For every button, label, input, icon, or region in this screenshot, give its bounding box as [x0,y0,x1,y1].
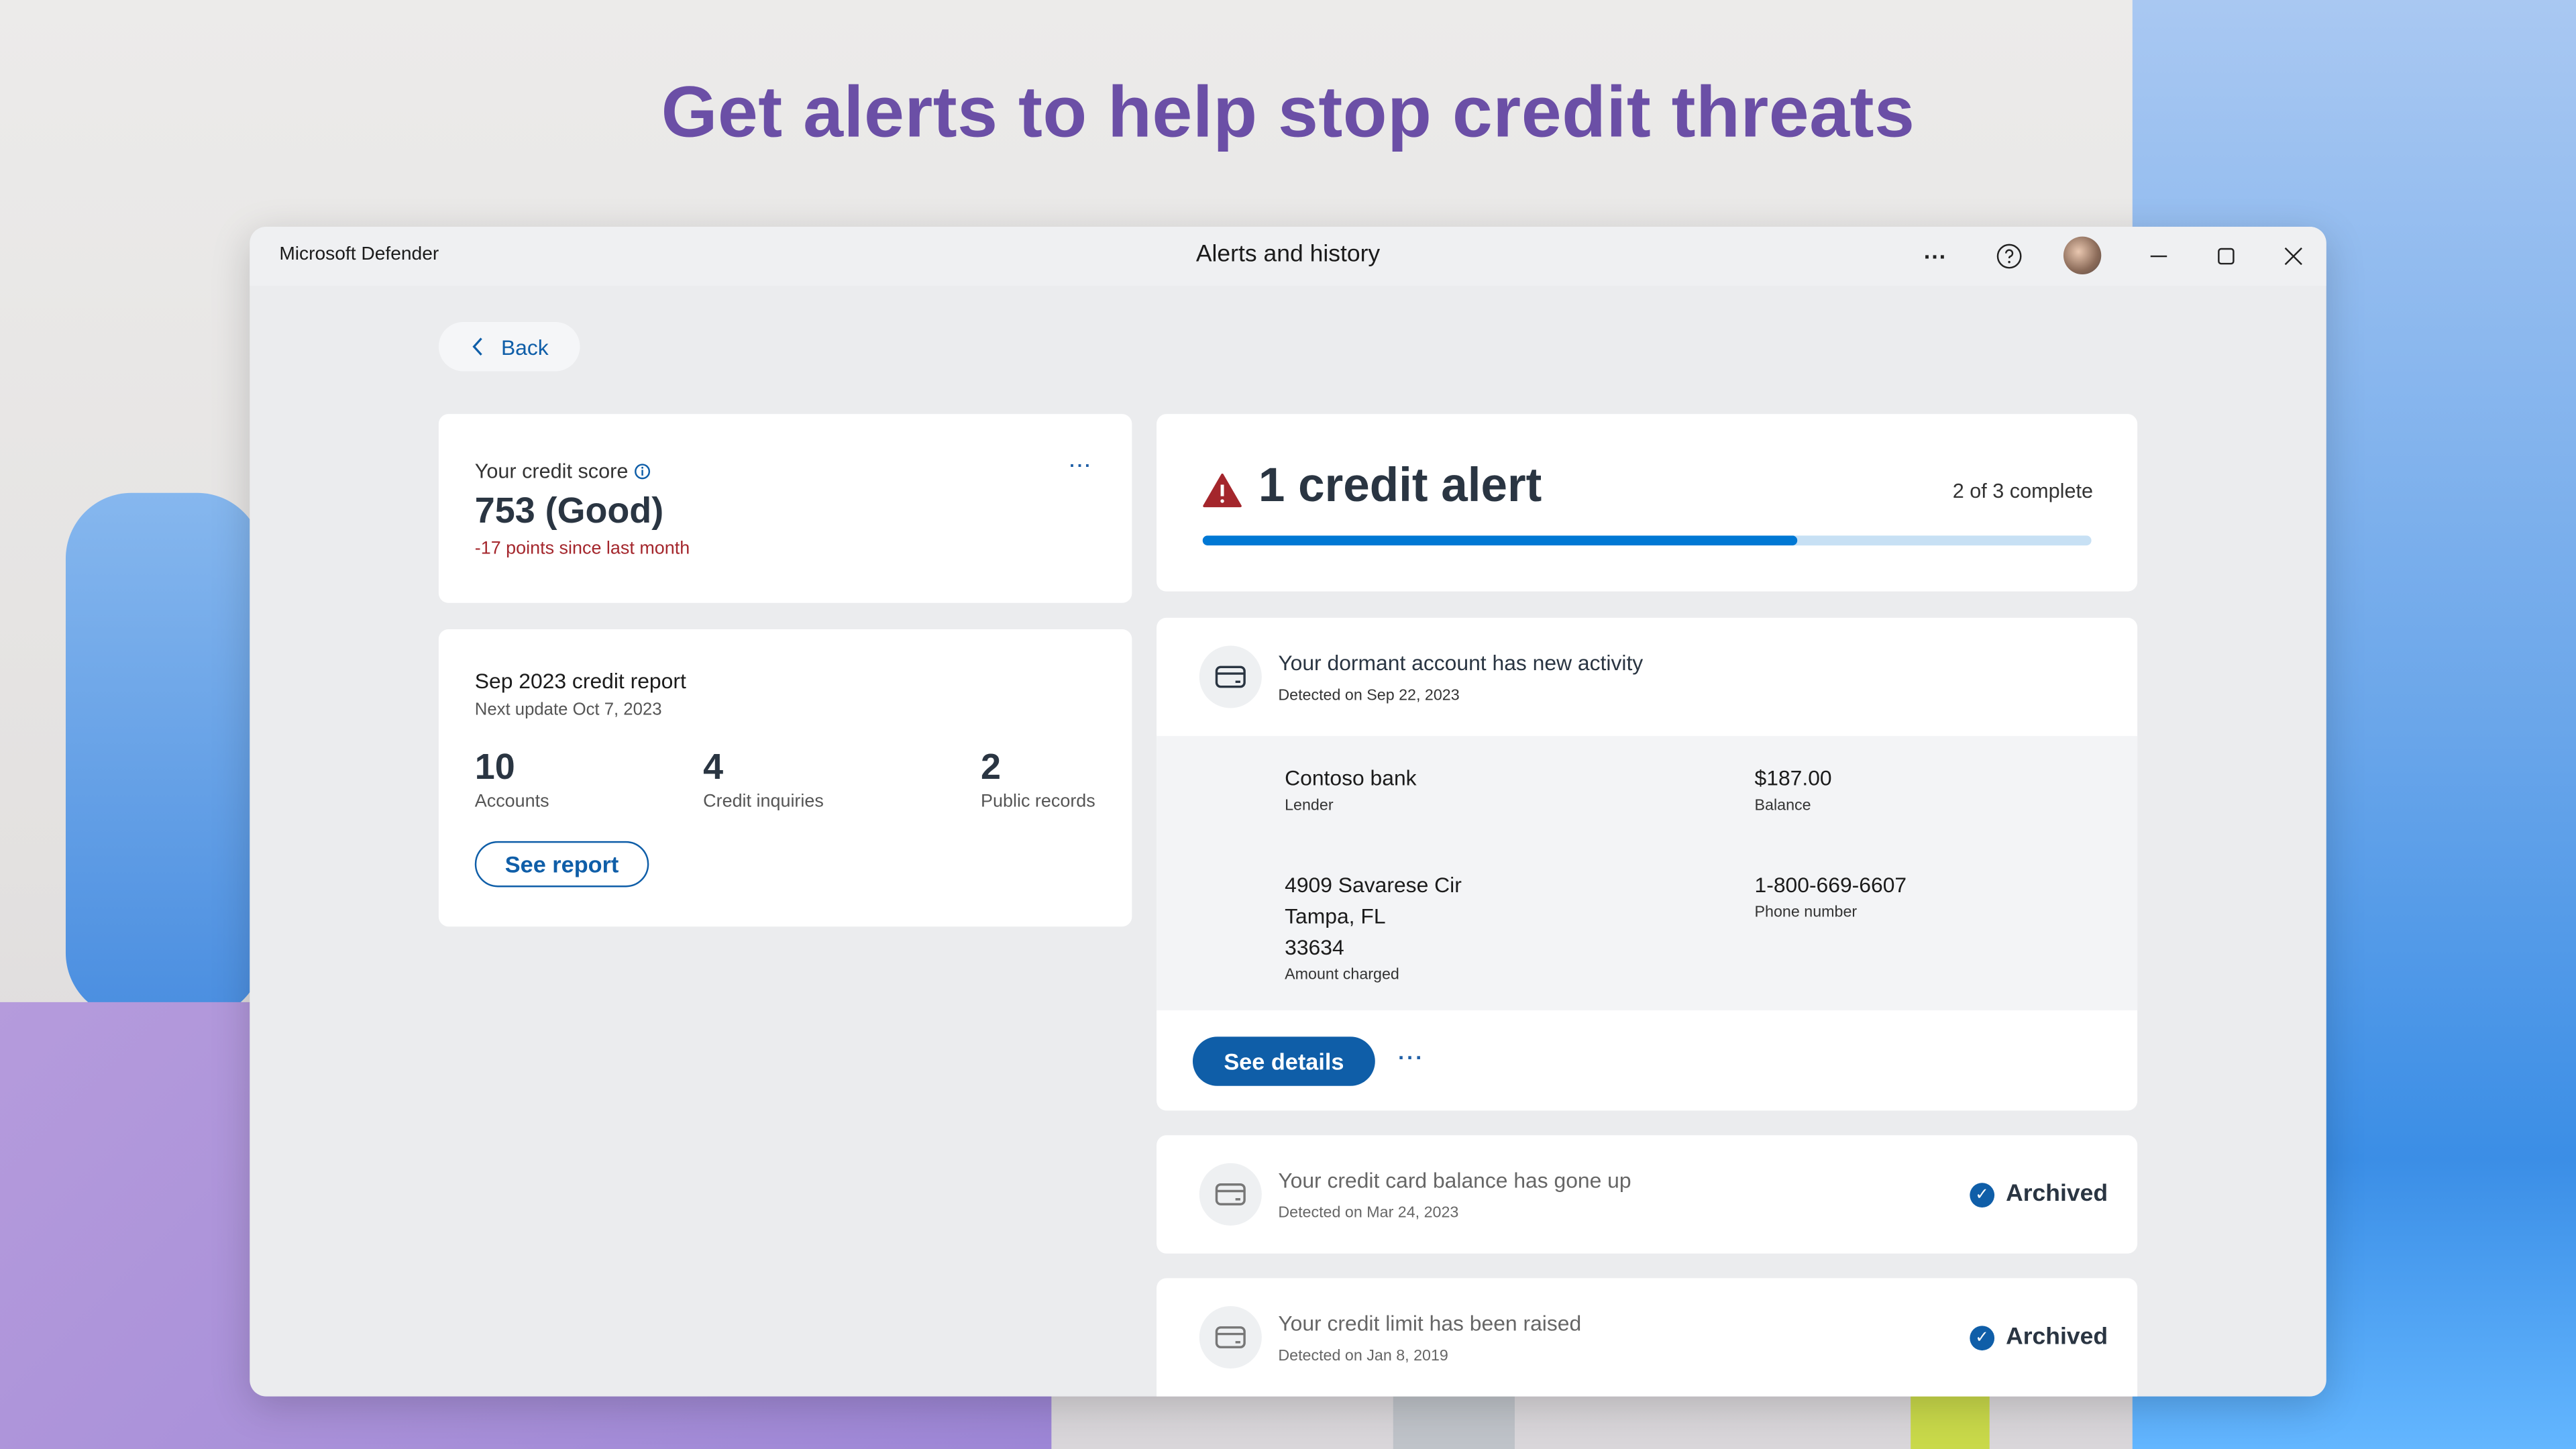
maximize-icon [2218,248,2235,265]
info-icon[interactable] [635,464,651,480]
credit-card-icon [1215,665,1246,688]
alert-icon-container [1199,1163,1262,1226]
credit-score-label: Your credit score [474,460,629,484]
checkmark-circle-icon: ✓ [1970,1325,1994,1350]
credit-card-icon [1215,1326,1246,1348]
close-icon [2284,247,2302,266]
detail-label: Amount charged [1285,966,1399,984]
stat-value: 2 [981,745,1002,788]
credit-score-value: 753 (Good) [474,489,664,531]
address-line: 4909 Savarese Cir [1285,872,1462,898]
app-name: Microsoft Defender [279,244,439,265]
report-title: Sep 2023 credit report [474,668,686,694]
see-report-button[interactable]: See report [474,841,649,888]
stat-value: 10 [474,745,515,788]
progress-text: 2 of 3 complete [1952,480,2094,503]
stat-value: 4 [703,745,724,788]
alert-summary-card: 1 credit alert 2 of 3 complete [1157,414,2138,592]
more-options-button[interactable]: ··· [1398,1045,1424,1070]
back-button[interactable]: Back [438,322,580,372]
archived-alert-card[interactable]: Your credit limit has been raised Detect… [1157,1278,2138,1397]
page-title: Alerts and history [1195,241,1381,268]
close-button[interactable] [2277,240,2310,273]
alert-icon-container [1199,1305,1262,1369]
background-decoration [65,492,263,1019]
credit-score-card: Your credit score ··· 753 (Good) -17 poi… [438,414,1132,603]
status-label: Archived [2006,1181,2108,1208]
marketing-headline: Get alerts to help stop credit threats [661,72,1915,153]
alert-detected-date: Detected on Sep 22, 2023 [1278,686,1460,705]
app-window: Microsoft Defender Alerts and history ··… [250,226,2326,1397]
stat-accounts: 10 Accounts [475,746,549,812]
progress-bar [1202,535,2092,546]
detail-label: Phone number [1754,903,1858,922]
back-label: Back [500,334,549,360]
alert-icon-container [1199,645,1262,708]
stat-label: Accounts [474,792,549,812]
more-horizontal-icon: ··· [1398,1044,1425,1070]
alert-header: Your credit card balance has gone up Det… [1278,1168,1631,1222]
credit-score-change: -17 points since last month [474,539,690,559]
alert-title: Your credit limit has been raised [1278,1311,1582,1336]
alert-count-title: 1 credit alert [1258,460,1542,513]
more-horizontal-icon: ··· [1923,243,1947,270]
detail-balance: $187.00 Balance [1755,762,1832,816]
alert-detected-date: Detected on Mar 24, 2023 [1278,1204,1459,1223]
alert-header: Your credit limit has been raised Detect… [1278,1311,1581,1365]
progress-fill [1202,535,1799,546]
more-options-button[interactable]: ··· [1919,240,1951,273]
archived-alert-card[interactable]: Your credit card balance has gone up Det… [1157,1135,2138,1254]
alert-header: Your dormant account has new activity De… [1278,651,1643,705]
user-avatar[interactable] [2063,236,2102,274]
detail-label: Lender [1285,796,1334,815]
report-next-update: Next update Oct 7, 2023 [474,700,662,720]
minimize-icon [2150,255,2167,258]
active-alert-card: Your dormant account has new activity De… [1157,617,2138,1111]
address-line: 33634 [1285,934,1344,960]
detail-value: Contoso bank [1285,765,1417,790]
alert-title: Your credit card balance has gone up [1278,1168,1631,1193]
stat-label: Credit inquiries [703,792,824,812]
detail-value: $187.00 [1754,765,1832,790]
checkmark-circle-icon: ✓ [1970,1182,1994,1207]
detail-label: Balance [1754,796,1811,815]
credit-report-card: Sep 2023 credit report Next update Oct 7… [438,629,1132,927]
archived-status: ✓ Archived [1970,1324,2108,1350]
detail-lender: Contoso bank Lender [1285,762,1416,816]
stat-label: Public records [981,792,1095,812]
archived-status: ✓ Archived [1970,1181,2108,1208]
more-options-button[interactable]: ··· [1069,457,1092,476]
stat-public-records: 2 Public records [981,746,1095,812]
detail-value: 1-800-669-6607 [1754,872,1907,898]
title-bar: Microsoft Defender Alerts and history ··… [250,226,2326,286]
minimize-button[interactable] [2142,240,2175,273]
detail-phone: 1-800-669-6607 Phone number [1755,869,1907,924]
stat-credit-inquiries: 4 Credit inquiries [703,746,824,812]
status-label: Archived [2006,1324,2108,1351]
alert-details-panel: Contoso bank Lender $187.00 Balance 4909 S… [1157,736,2138,1011]
maximize-button[interactable] [2210,240,2243,273]
address-line: Tampa, FL [1285,903,1386,928]
alert-title: Your dormant account has new activity [1278,650,1644,676]
more-horizontal-icon: ··· [1069,456,1093,477]
detail-address: 4909 Savarese Cir Tampa, FL 33634 Amount ch… [1285,869,1462,986]
credit-card-icon [1215,1183,1246,1205]
help-button[interactable] [1993,240,2026,273]
see-details-button[interactable]: See details [1192,1036,1375,1086]
help-circle-icon [1996,244,2022,269]
warning-icon [1203,473,1242,508]
alert-detected-date: Detected on Jan 8, 2019 [1278,1347,1448,1366]
chevron-left-icon [472,337,482,356]
